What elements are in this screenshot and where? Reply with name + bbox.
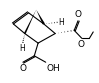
Text: O: O <box>19 64 26 73</box>
Text: O: O <box>78 40 85 49</box>
Text: OH: OH <box>46 64 60 73</box>
Polygon shape <box>36 10 45 24</box>
Text: H: H <box>58 18 64 27</box>
Polygon shape <box>24 10 36 34</box>
Text: H: H <box>19 44 25 53</box>
Text: O: O <box>75 10 81 19</box>
